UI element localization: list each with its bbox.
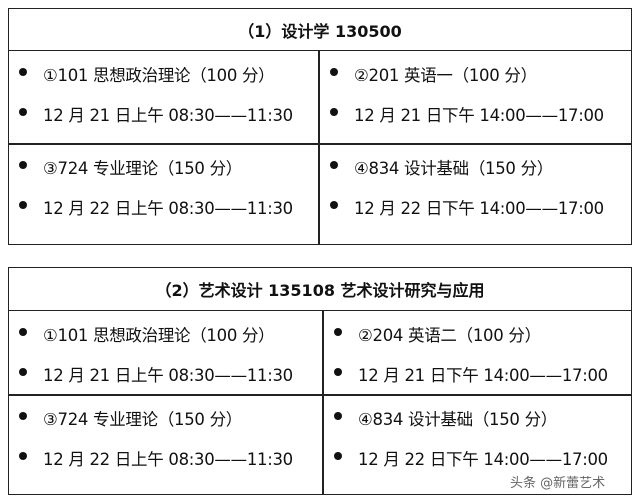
table-title: （2）艺术设计 135108 艺术设计研究与应用 — [9, 268, 631, 311]
subject-text: ②204 英语二（100 分） — [358, 326, 541, 345]
row-divider — [9, 394, 631, 396]
time-text: 12 月 22 日下午 14:00——17:00 — [354, 199, 604, 218]
time-text: 12 月 22 日下午 14:00——17:00 — [358, 450, 608, 469]
subject-text: ①101 思想政治理论（100 分） — [43, 326, 275, 345]
bullet-icon — [334, 452, 342, 460]
bullet-icon — [19, 368, 27, 376]
bullet-icon — [19, 328, 27, 336]
bullet-icon — [330, 161, 338, 169]
row-divider — [9, 143, 631, 145]
column-divider — [322, 310, 324, 494]
bullet-icon — [334, 328, 342, 336]
subject-text: ④834 设计基础（150 分） — [358, 410, 557, 429]
time-text: 12 月 22 日上午 08:30——11:30 — [43, 450, 293, 469]
bullet-icon — [19, 201, 27, 209]
watermark: 头条 @新蕾艺术 — [510, 476, 606, 491]
table-title: （1）设计学 130500 — [9, 9, 631, 51]
bullet-icon — [19, 412, 27, 420]
bullet-icon — [330, 108, 338, 116]
bullet-icon — [330, 201, 338, 209]
bullet-icon — [19, 68, 27, 76]
bullet-icon — [19, 452, 27, 460]
subject-text: ③724 专业理论（150 分） — [43, 410, 242, 429]
bullet-icon — [330, 68, 338, 76]
subject-text: ②201 英语一（100 分） — [354, 66, 537, 85]
time-text: 12 月 21 日上午 08:30——11:30 — [43, 366, 293, 385]
bullet-icon — [19, 161, 27, 169]
time-text: 12 月 22 日上午 08:30——11:30 — [43, 199, 293, 218]
bullet-icon — [19, 108, 27, 116]
exam-schedule-table: （2）艺术设计 135108 艺术设计研究与应用 ①101 思想政治理论（100 … — [8, 267, 632, 495]
subject-text: ③724 专业理论（150 分） — [43, 159, 242, 178]
time-text: 12 月 21 日上午 08:30——11:30 — [43, 106, 293, 125]
exam-schedule-table: （1）设计学 130500 ①101 思想政治理论（100 分） 12 月 21 日… — [8, 8, 632, 245]
bullet-icon — [334, 412, 342, 420]
time-text: 12 月 21 日下午 14:00——17:00 — [358, 366, 608, 385]
bullet-icon — [334, 368, 342, 376]
subject-text: ④834 设计基础（150 分） — [354, 159, 553, 178]
time-text: 12 月 21 日下午 14:00——17:00 — [354, 106, 604, 125]
column-divider — [318, 50, 320, 244]
subject-text: ①101 思想政治理论（100 分） — [43, 66, 275, 85]
